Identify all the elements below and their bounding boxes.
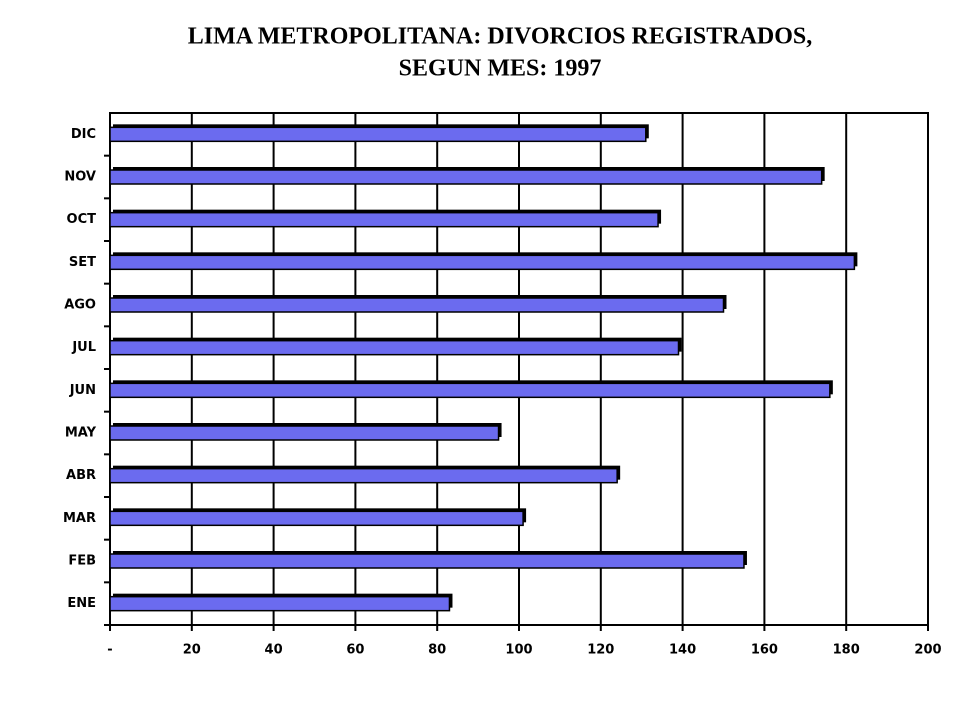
x-tick-label: 180 (833, 643, 860, 658)
x-tick-label: 160 (751, 643, 778, 658)
bar (109, 169, 823, 185)
x-tick-label: - (107, 643, 112, 658)
x-tick-label: 20 (183, 643, 201, 658)
y-tick-label: ENE (67, 596, 96, 611)
bar (109, 510, 524, 527)
bar (109, 339, 680, 356)
y-tick-label: NOV (64, 170, 96, 185)
bar (109, 126, 647, 143)
bar (109, 211, 659, 228)
x-tick-label: 100 (505, 643, 532, 658)
y-tick-label: ABR (66, 468, 96, 483)
bar (109, 467, 618, 484)
bar (109, 595, 451, 612)
y-tick-label: MAR (63, 511, 96, 526)
y-tick-label: MAY (65, 426, 97, 441)
y-tick-label: FEB (68, 554, 96, 569)
bar (109, 297, 725, 313)
y-tick-label: DIC (71, 127, 96, 142)
x-tick-label: 120 (587, 643, 614, 658)
x-tick-label: 200 (914, 643, 941, 658)
y-tick-label: AGO (64, 298, 96, 313)
x-tick-label: 60 (346, 643, 364, 658)
y-tick-label: SET (69, 255, 96, 270)
bar (109, 553, 745, 569)
x-tick-label: 80 (428, 643, 446, 658)
x-tick-label: 40 (265, 643, 283, 658)
x-tick-label: 140 (669, 643, 696, 658)
y-tick-label: JUN (69, 383, 96, 398)
y-tick-label: JUL (71, 340, 96, 355)
bar (109, 425, 500, 441)
chart-title: LIMA METROPOLITANA: DIVORCIOS REGISTRADO… (188, 24, 813, 50)
bar (109, 382, 831, 399)
chart-subtitle: SEGUN MES: 1997 (399, 56, 602, 82)
bar (109, 254, 856, 271)
y-tick-label: OCT (67, 212, 97, 227)
